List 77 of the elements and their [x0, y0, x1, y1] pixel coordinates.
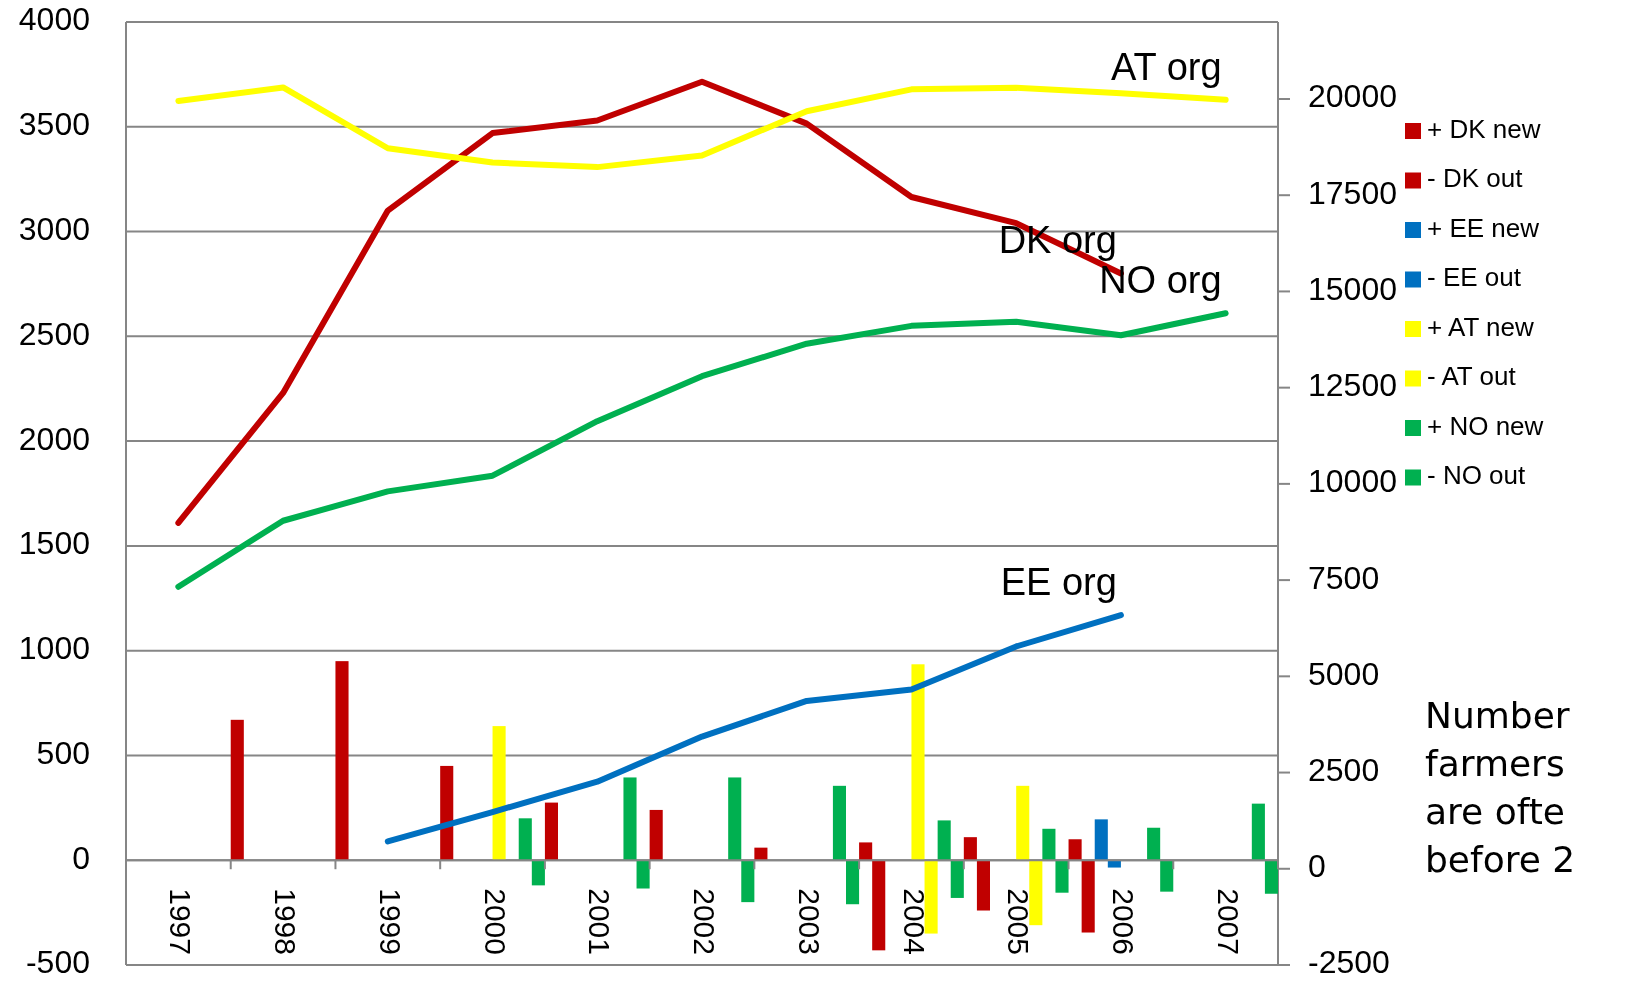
x-tick-label: 2001 — [583, 888, 617, 955]
bar — [963, 837, 977, 861]
bar — [335, 661, 349, 861]
y2-tick-label: 0 — [1308, 848, 1326, 885]
bar — [950, 860, 964, 898]
x-tick-label: 2005 — [1002, 888, 1036, 955]
bar — [649, 809, 663, 861]
y2-tick-label: 7500 — [1308, 559, 1380, 596]
legend-label: - NO out — [1427, 460, 1527, 491]
series-label: EE org — [1000, 561, 1117, 604]
bar — [1094, 819, 1108, 861]
bar — [1055, 860, 1069, 893]
bar — [1107, 860, 1121, 868]
x-tick-label: 2000 — [478, 888, 512, 955]
x-tick-label: 2002 — [688, 888, 722, 955]
y-tick-label: 3500 — [18, 106, 90, 143]
y-tick-label: 1500 — [18, 525, 90, 562]
bar — [1160, 860, 1174, 892]
y-tick-label: 1000 — [18, 630, 90, 667]
x-tick-label: 2004 — [897, 888, 931, 955]
bar — [859, 842, 873, 861]
x-tick-label: 1997 — [164, 888, 198, 955]
bar — [531, 860, 545, 886]
y-tick-label: -500 — [25, 944, 90, 981]
bar — [1251, 803, 1265, 861]
bar — [911, 664, 925, 861]
bar — [440, 765, 454, 861]
legend-label: + DK new — [1427, 113, 1541, 144]
bar — [1264, 860, 1278, 894]
y-tick-label: 2500 — [18, 315, 90, 352]
y-tick-label: 0 — [72, 839, 90, 876]
bar — [741, 860, 755, 903]
y2-tick-label: 10000 — [1308, 463, 1397, 500]
bar — [623, 777, 637, 861]
bar — [1029, 860, 1043, 926]
y2-tick-label: 15000 — [1308, 270, 1397, 307]
legend-label: + NO new — [1427, 410, 1544, 441]
bar — [518, 818, 532, 861]
bar — [636, 860, 650, 889]
y-tick-label: 2000 — [18, 420, 90, 457]
bar — [1147, 827, 1161, 861]
bar — [1042, 828, 1056, 861]
legend-label: + EE new — [1427, 212, 1540, 243]
y2-tick-label: 12500 — [1308, 367, 1397, 404]
y2-tick-label: 2500 — [1308, 752, 1380, 788]
bar — [832, 785, 846, 861]
x-tick-label: 2003 — [792, 888, 826, 955]
bar — [230, 719, 244, 861]
legend-label: - AT out — [1427, 361, 1517, 392]
legend-label: + AT new — [1427, 311, 1534, 342]
x-tick-label: 1999 — [373, 888, 407, 955]
legend-label: - EE out — [1427, 262, 1522, 293]
bar — [492, 726, 506, 861]
x-tick-label: 2006 — [1106, 888, 1140, 955]
bar — [846, 860, 860, 905]
y-tick-label: 500 — [36, 734, 90, 771]
y-tick-label: 4000 — [18, 1, 90, 38]
y2-tick-label: 5000 — [1308, 655, 1380, 692]
series-label: AT org — [1111, 45, 1222, 88]
bar — [976, 860, 990, 911]
bar — [544, 802, 558, 861]
bar — [924, 860, 938, 934]
bar — [1068, 839, 1082, 861]
x-tick-label: 1998 — [269, 888, 303, 955]
bar — [872, 860, 886, 951]
y2-tick-label: 20000 — [1308, 78, 1397, 115]
bar — [937, 820, 951, 861]
text: Number farmers are ofte before 2 — [1425, 695, 1576, 880]
series-label: DK org — [998, 219, 1117, 262]
legend-label: - DK out — [1427, 163, 1524, 194]
bar — [728, 777, 742, 861]
bar — [1081, 860, 1095, 933]
y2-tick-label: 17500 — [1308, 174, 1397, 211]
y-tick-label: 3000 — [18, 211, 90, 248]
x-tick-label: 2007 — [1211, 888, 1245, 955]
y2-tick-label: -2500 — [1308, 944, 1390, 981]
bar — [1016, 785, 1030, 861]
